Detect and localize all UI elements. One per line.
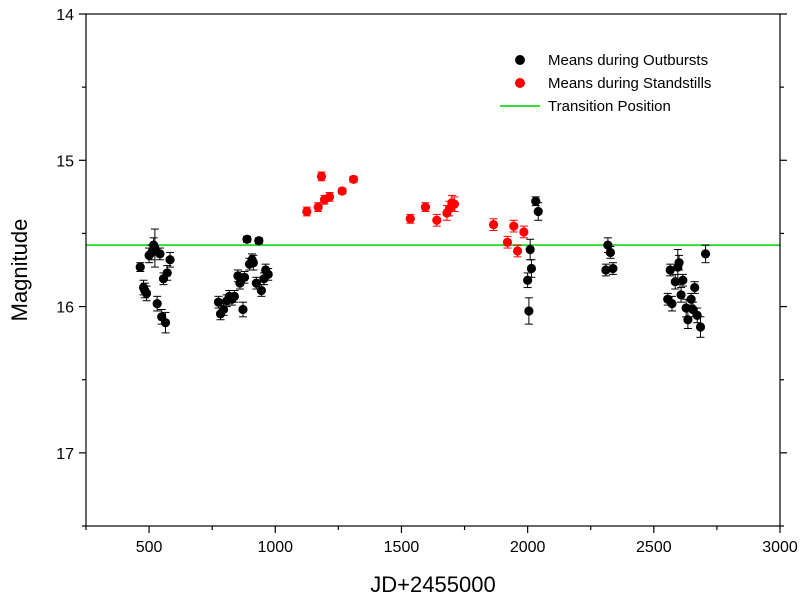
standstill-point — [509, 221, 519, 231]
outburst-point — [263, 269, 273, 279]
standstill-point — [313, 202, 323, 212]
outburst-point — [608, 263, 618, 274]
outburst-point — [690, 282, 700, 293]
plot-frame — [85, 13, 781, 527]
outburst-point — [683, 315, 693, 325]
x-tick-label: 3000 — [762, 539, 798, 556]
standstill-point — [302, 206, 312, 217]
legend-marker-outbursts — [515, 55, 525, 65]
legend-label-standstills: Means during Standstills — [548, 75, 711, 92]
legend-marker-standstills — [515, 78, 525, 88]
standstill-point — [502, 237, 513, 247]
outburst-point — [526, 263, 537, 274]
outburst-point — [533, 206, 543, 217]
outburst-point — [678, 275, 688, 285]
y-tick-label: 16 — [56, 300, 74, 317]
y-axis-ticks: 14 15 16 17 — [56, 7, 787, 527]
outburst-point — [605, 247, 616, 258]
outburst-point — [692, 310, 702, 320]
outburst-point — [251, 278, 261, 288]
y-axis-title: Magnitude — [7, 219, 32, 322]
standstill-point — [488, 220, 499, 230]
legend-label-outbursts: Means during Outbursts — [548, 52, 708, 69]
y-tick-label: 14 — [56, 7, 74, 24]
outburst-point — [686, 294, 696, 304]
outburst-point — [152, 299, 162, 309]
outburst-point — [135, 262, 145, 272]
outburst-point — [695, 322, 706, 332]
outburst-point — [239, 272, 250, 282]
outburst-point — [162, 268, 172, 278]
outburst-point — [218, 304, 229, 315]
standstill-point — [512, 246, 523, 256]
outburst-point — [676, 290, 686, 300]
y-tick-label: 15 — [56, 153, 74, 170]
outburst-point — [531, 196, 541, 206]
standstill-point — [348, 174, 359, 184]
standstill-point — [324, 192, 335, 202]
x-axis-title: JD+2455000 — [370, 572, 495, 597]
outburst-point — [141, 288, 152, 299]
standstill-point — [316, 171, 327, 181]
outburst-point — [248, 258, 258, 268]
outburst-point — [242, 234, 252, 244]
standstill-point — [420, 202, 431, 212]
outburst-point — [670, 277, 680, 287]
outburst-point — [229, 291, 239, 301]
standstill-point — [405, 214, 415, 224]
y-tick-label: 17 — [56, 446, 74, 463]
outburst-point — [603, 240, 613, 250]
outburst-point — [238, 304, 248, 315]
outburst-point — [165, 255, 175, 265]
outburst-point — [523, 275, 533, 285]
legend-label-transition: Transition Position — [548, 98, 671, 115]
outburst-point — [665, 265, 675, 275]
outburst-point — [256, 285, 266, 296]
outburst-point — [601, 265, 611, 275]
x-tick-label: 1500 — [384, 539, 420, 556]
outburst-point — [160, 318, 171, 328]
x-tick-label: 2000 — [510, 539, 546, 556]
outburst-point — [674, 258, 684, 268]
x-tick-label: 500 — [136, 539, 163, 556]
x-tick-label: 2500 — [636, 539, 672, 556]
legend: Means during Outbursts Means during Stan… — [500, 52, 711, 115]
standstill-point — [449, 199, 460, 209]
x-axis-ticks: 500 1000 1500 2000 2500 3000 — [85, 526, 798, 556]
x-tick-label: 1000 — [257, 539, 293, 556]
standstill-point — [519, 227, 529, 237]
outburst-point — [667, 299, 677, 309]
standstill-point — [337, 186, 347, 196]
outburst-point — [254, 236, 264, 246]
points-layer — [135, 171, 711, 332]
outburst-point — [155, 249, 165, 259]
outburst-point — [700, 249, 711, 259]
outburst-point — [524, 306, 534, 316]
outburst-point — [213, 297, 224, 307]
outburst-point — [525, 244, 535, 255]
standstill-point — [432, 215, 442, 225]
